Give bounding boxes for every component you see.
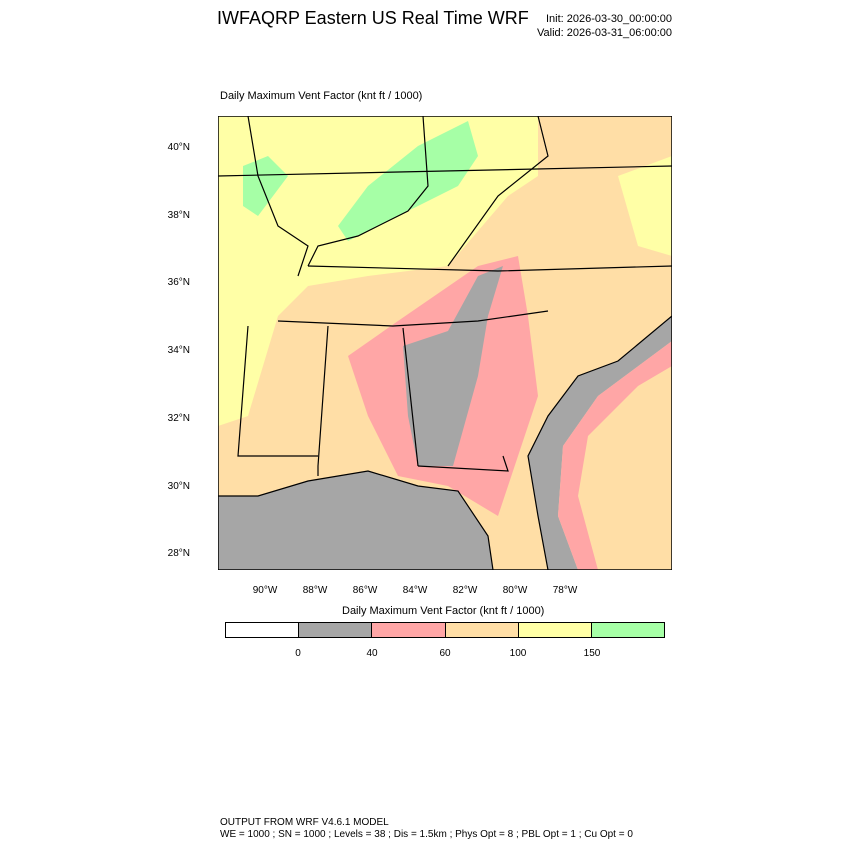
footer-model: OUTPUT FROM WRF V4.6.1 MODEL [220, 817, 389, 828]
colorbar-title: Daily Maximum Vent Factor (knt ft / 1000… [342, 605, 545, 617]
colorbar-swatch [299, 623, 373, 637]
lat-label: 30°N [167, 481, 190, 492]
plot-subtitle: Daily Maximum Vent Factor (knt ft / 1000… [220, 90, 423, 102]
colorbar-label: 60 [439, 648, 451, 659]
lon-label: 84°W [402, 585, 428, 596]
lon-label: 86°W [352, 585, 378, 596]
colorbar-swatch [445, 623, 519, 637]
lon-label: 80°W [502, 585, 528, 596]
lat-label: 28°N [167, 548, 190, 559]
yellow-region-virginia [618, 156, 672, 256]
green-region-indiana [338, 121, 478, 241]
colorbar-label: 0 [295, 648, 301, 659]
lat-label: 40°N [167, 142, 190, 153]
gulf-of-mexico-gray [218, 471, 493, 570]
colorbar-label: 100 [509, 648, 527, 659]
main-title: IWFAQRP Eastern US Real Time WRF [217, 8, 529, 28]
atlantic-coast-gray [528, 316, 672, 570]
lat-label: 32°N [167, 413, 190, 424]
lon-label: 88°W [302, 585, 328, 596]
footer-config: WE = 1000 ; SN = 1000 ; Levels = 38 ; Di… [220, 829, 633, 840]
colorbar-swatch [518, 623, 592, 637]
colorbar-swatch [372, 623, 446, 637]
colorbar-label: 150 [583, 648, 601, 659]
valid-time: Valid: 2026-03-31_06:00:00 [537, 27, 672, 39]
state-boundaries [218, 116, 672, 476]
colorbar [225, 622, 665, 638]
colorbar-label: 40 [366, 648, 378, 659]
lon-label: 90°W [252, 585, 278, 596]
coastline [218, 315, 672, 570]
vent-factor-map [218, 116, 672, 570]
yellow-region-north [218, 116, 538, 426]
green-region-illinois [243, 156, 288, 216]
lat-label: 36°N [167, 277, 190, 288]
init-time: Init: 2026-03-30_00:00:00 [546, 13, 672, 25]
lon-label: 78°W [552, 585, 578, 596]
colorbar-swatch [226, 623, 300, 637]
lat-label: 38°N [167, 210, 190, 221]
lon-label: 82°W [452, 585, 478, 596]
gray-region-georgia [403, 266, 503, 466]
atlantic-pink-band [558, 341, 672, 570]
colorbar-swatch [591, 623, 665, 637]
lat-label: 34°N [167, 345, 190, 356]
